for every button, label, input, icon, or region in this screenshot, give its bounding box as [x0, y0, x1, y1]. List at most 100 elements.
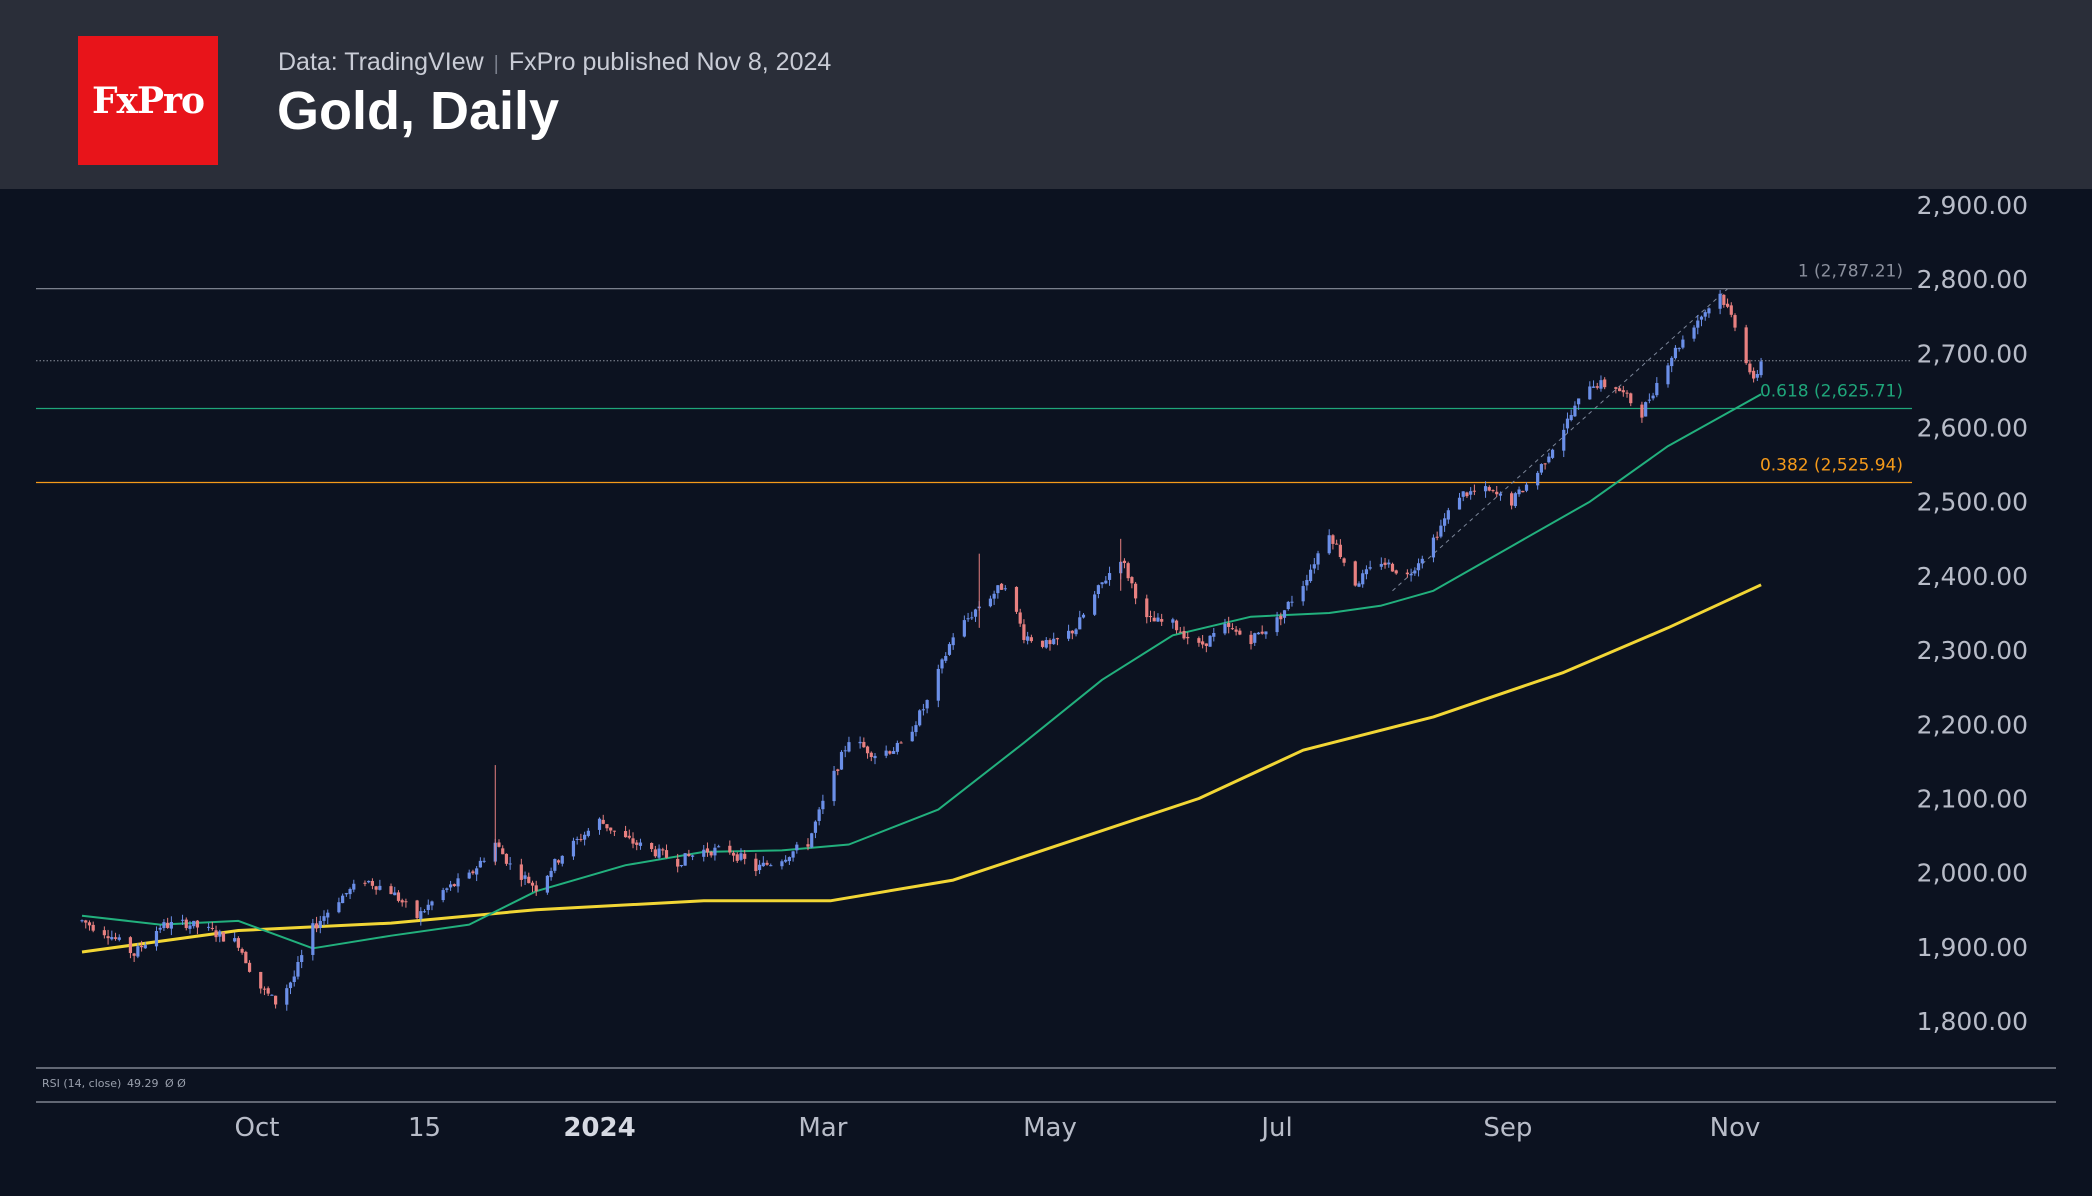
candle-body: [210, 927, 214, 929]
candle-body: [292, 976, 296, 983]
candle-body: [1718, 293, 1722, 309]
candle-body: [1201, 641, 1205, 645]
candle-body: [326, 912, 330, 918]
candle-body: [1130, 577, 1134, 584]
candle-body: [638, 842, 643, 846]
candle-body: [605, 824, 609, 829]
candle-body: [1286, 601, 1290, 610]
candle-body: [865, 746, 870, 754]
candle-body: [1543, 463, 1547, 465]
candle-body: [549, 870, 553, 878]
candle-body: [1256, 632, 1261, 635]
candle-body: [1066, 630, 1071, 639]
candle-body: [728, 845, 732, 853]
candle-body: [1703, 312, 1707, 317]
chart-title: Gold, Daily: [277, 81, 560, 141]
candle-body: [970, 617, 974, 619]
separator: |: [493, 53, 499, 75]
candle-body: [1208, 635, 1212, 647]
candle-body: [571, 840, 576, 857]
candle-body: [1364, 569, 1369, 575]
candle-body: [1498, 493, 1503, 496]
candle-body: [1070, 630, 1074, 634]
candle-body: [1145, 598, 1149, 618]
candle-body: [1413, 570, 1417, 574]
candle-body: [1338, 544, 1342, 557]
candle-body: [1469, 491, 1473, 495]
candle-body: [1312, 564, 1316, 569]
candle-body: [1282, 610, 1287, 618]
candle-body: [158, 927, 162, 930]
candle-body: [1104, 580, 1108, 584]
candle-body: [1342, 558, 1346, 563]
candle-body: [445, 888, 449, 890]
candle-body: [419, 911, 423, 920]
candle-body: [266, 988, 270, 994]
candle-body: [389, 886, 393, 895]
candle-body: [1044, 640, 1048, 648]
candle-body: [106, 936, 110, 939]
candle-body: [1517, 489, 1521, 495]
candle-body: [1122, 560, 1127, 564]
candle-body: [1647, 399, 1651, 401]
candle-body: [575, 838, 579, 840]
candle-body: [1621, 390, 1625, 393]
candle-body: [1439, 525, 1443, 537]
candle-body: [623, 831, 628, 838]
candle-body: [739, 853, 743, 860]
candle-body: [188, 925, 192, 929]
candle-body: [508, 863, 512, 865]
candle-body: [1390, 563, 1395, 572]
rsi-pane: RSI (14, close) 49.29 Ø Ø: [36, 1067, 2056, 1103]
candle-body: [1275, 617, 1279, 633]
candle-body: [1707, 308, 1711, 314]
candle-body: [1696, 320, 1700, 328]
candle-body: [1093, 594, 1097, 615]
candle-body: [192, 920, 196, 927]
candle-body: [259, 971, 263, 989]
candle-body: [195, 920, 200, 928]
candle-body: [1052, 638, 1056, 645]
candle-body: [843, 750, 847, 752]
candle-body: [322, 916, 326, 921]
candle-body: [136, 946, 140, 957]
candle-body: [653, 849, 657, 857]
candle-body: [1022, 624, 1026, 640]
candle-body: [1018, 612, 1022, 624]
candle-body: [344, 893, 348, 895]
candle-body: [337, 902, 341, 913]
candle-body: [1565, 418, 1570, 429]
candle-body: [1029, 637, 1033, 642]
candle-body: [244, 951, 248, 964]
candle-body: [1588, 386, 1592, 400]
candle-body: [1617, 388, 1622, 392]
candle-body: [754, 858, 758, 872]
candle-body: [936, 668, 940, 701]
y-tick-label: 2,600.00: [1917, 414, 2028, 443]
candle-body: [1495, 491, 1499, 495]
candle-body: [1759, 361, 1763, 376]
x-axis: Oct 15 2024 Mar May Jul Sep Nov: [235, 1113, 1761, 1143]
candle-body: [247, 962, 252, 972]
y-tick-label: 2,500.00: [1917, 488, 2028, 517]
candle-body: [1260, 631, 1264, 634]
candle-body: [1394, 570, 1398, 574]
candle-body: [1651, 395, 1655, 399]
y-tick-label: 2,400.00: [1917, 562, 2028, 591]
moving-averages: [81, 393, 1762, 954]
candle-body: [1472, 490, 1476, 492]
candle-body: [1178, 631, 1182, 633]
candle-body: [1744, 327, 1748, 364]
candle-body: [717, 846, 721, 848]
candle-body: [1755, 373, 1759, 378]
price-chart[interactable]: 2,900.00 2,800.00 2,700.00 2,600.00 2,500.00…: [0, 189, 2092, 1196]
candle-body: [862, 741, 866, 748]
candle-body: [661, 849, 665, 851]
candle-body: [1182, 631, 1186, 639]
candle-body: [1335, 543, 1339, 545]
candle-body: [1126, 563, 1130, 579]
candle-body: [735, 854, 739, 861]
candle-body: [422, 911, 427, 913]
candle-body: [534, 885, 538, 892]
candle-body: [556, 860, 561, 863]
